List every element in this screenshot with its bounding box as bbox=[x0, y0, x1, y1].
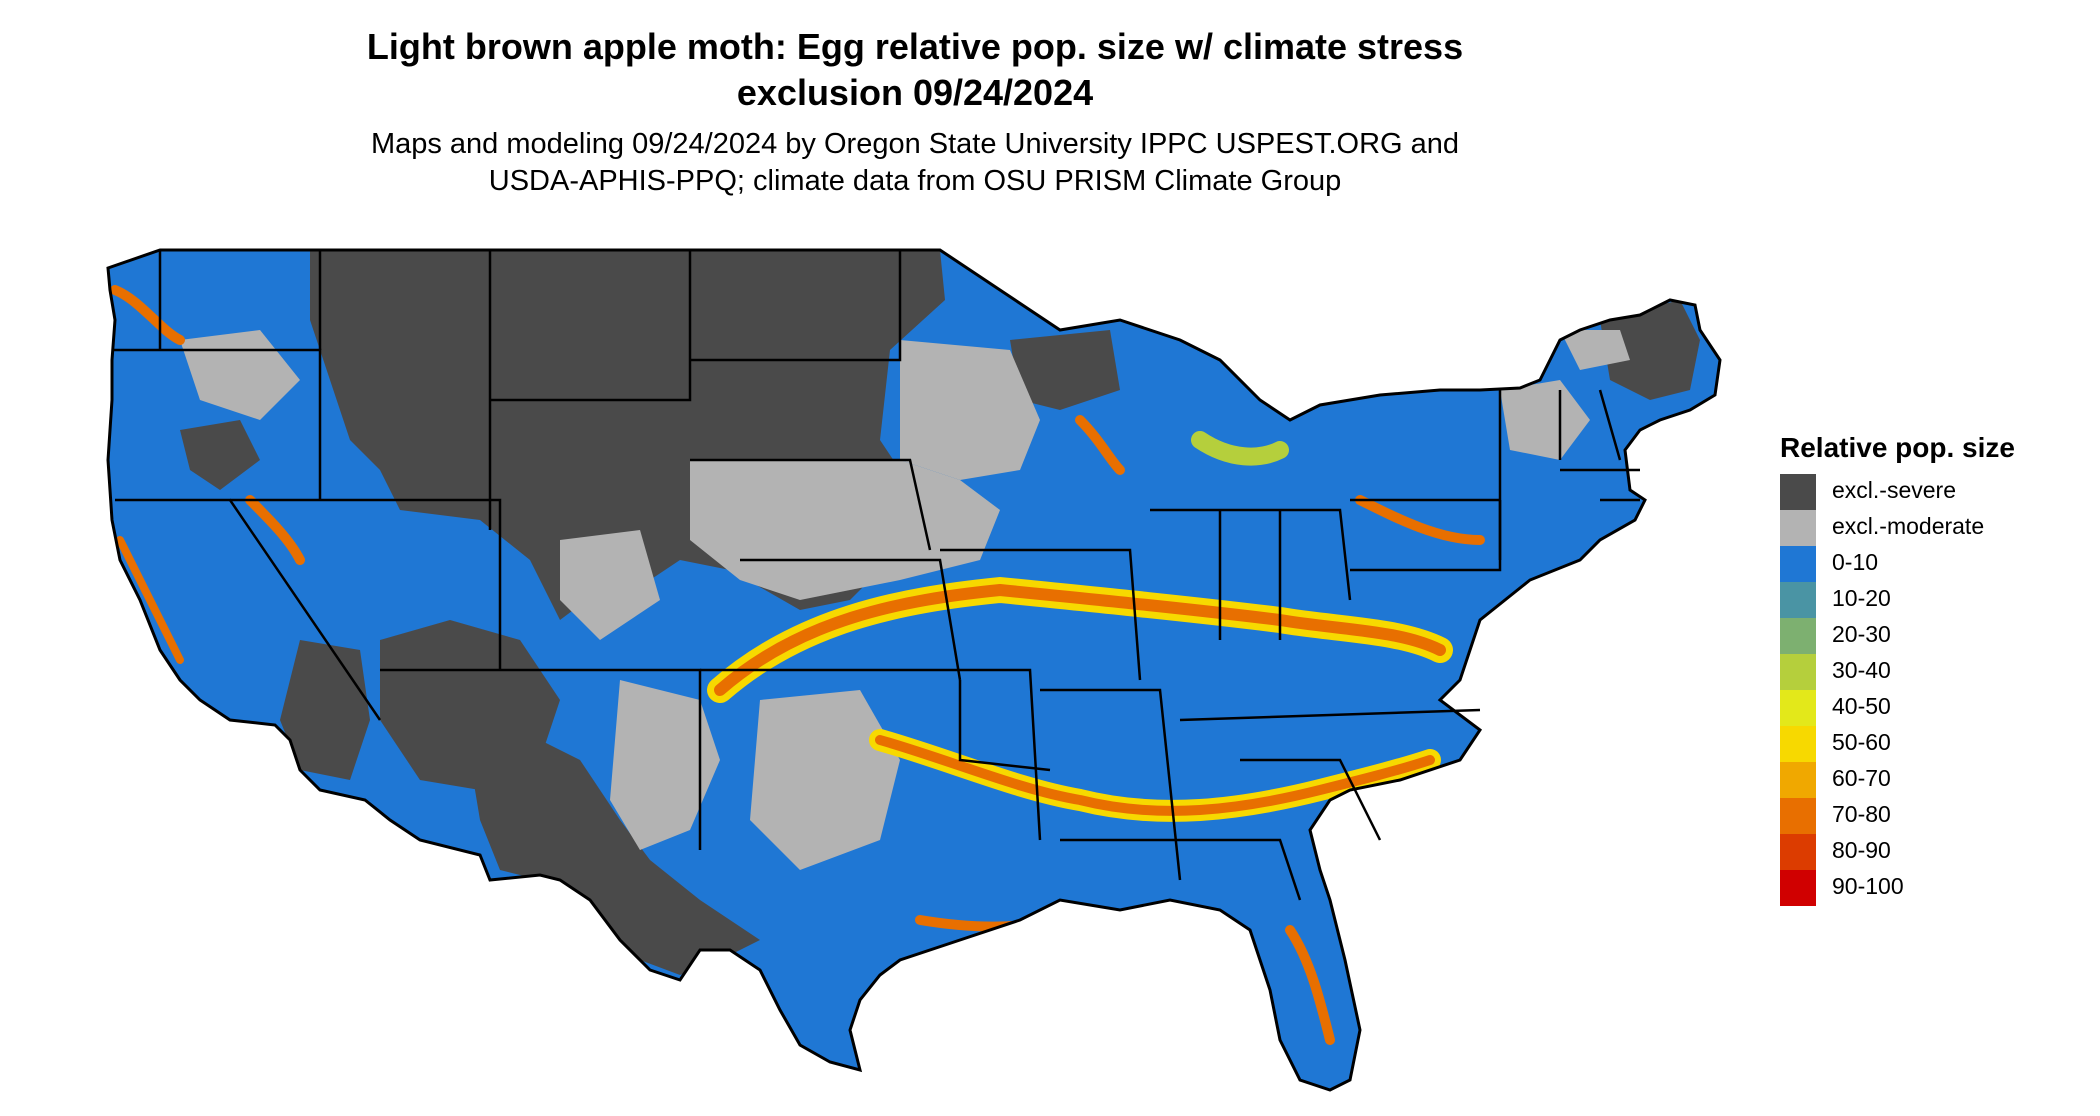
zone-moderate-new-mexico bbox=[610, 680, 720, 850]
boundary bbox=[1150, 508, 1352, 601]
zone-moderate-new-york bbox=[1500, 380, 1590, 460]
map-subtitle: Maps and modeling 09/24/2024 by Oregon S… bbox=[0, 126, 1830, 200]
band-pennsylvania bbox=[1355, 495, 1485, 545]
legend-label: 90-100 bbox=[1832, 873, 1904, 899]
legend-label: excl.-moderate bbox=[1832, 513, 1985, 539]
zone-severe-nevada bbox=[280, 640, 370, 780]
legend-swatch bbox=[1780, 726, 1816, 762]
boundary bbox=[700, 668, 1042, 841]
band-california bbox=[116, 536, 184, 664]
band-washington bbox=[110, 285, 185, 345]
legend-label: 40-50 bbox=[1832, 693, 1891, 719]
suitability-layers bbox=[110, 250, 1700, 1045]
boundary bbox=[740, 558, 962, 681]
zone-moderate-vermont bbox=[1560, 330, 1630, 370]
legend-label: 10-20 bbox=[1832, 585, 1891, 611]
subtitle-line-2: USDA-APHIS-PPQ; climate data from OSU PR… bbox=[488, 165, 1342, 197]
boundary bbox=[1060, 838, 1302, 901]
legend-swatch bbox=[1780, 798, 1816, 834]
legend-label: 20-30 bbox=[1832, 621, 1891, 647]
band-wisconsin bbox=[1075, 415, 1125, 475]
zone-moderate-idaho bbox=[180, 330, 300, 420]
legend-label: 30-40 bbox=[1832, 657, 1891, 683]
boundary bbox=[940, 548, 1142, 681]
band-central-orange bbox=[714, 584, 1446, 696]
boundary bbox=[1240, 758, 1382, 841]
zone-moderate-minnesota bbox=[900, 340, 1040, 480]
boundary bbox=[1218, 510, 1282, 640]
boundary bbox=[230, 498, 502, 670]
band-nevada bbox=[245, 495, 305, 565]
boundary bbox=[1560, 468, 1640, 502]
boundary bbox=[690, 458, 932, 551]
legend-swatch bbox=[1780, 870, 1816, 906]
legend-label: 70-80 bbox=[1832, 801, 1891, 827]
boundary bbox=[1350, 390, 1502, 560]
zone-severe-oregon bbox=[180, 420, 260, 490]
boundary bbox=[490, 250, 692, 402]
zone-severe-maine bbox=[1600, 300, 1700, 400]
zone-moderate-plains bbox=[690, 460, 1000, 600]
state-boundaries bbox=[112, 250, 1640, 901]
boundary bbox=[318, 250, 492, 530]
zone-severe-texas bbox=[470, 730, 760, 975]
legend-swatch bbox=[1780, 474, 1816, 510]
title-line-2: exclusion 09/24/2024 bbox=[736, 72, 1094, 113]
boundary bbox=[958, 680, 1051, 772]
legend-label: 60-70 bbox=[1832, 765, 1891, 791]
legend-title: Relative pop. size bbox=[1780, 432, 2015, 463]
zone-moderate-colorado bbox=[560, 530, 660, 640]
legend-label: excl.-severe bbox=[1832, 477, 1956, 503]
us-map bbox=[106, 248, 1722, 1092]
zone-severe-southwest bbox=[380, 620, 560, 790]
map-title: Light brown apple moth: Egg relative pop… bbox=[0, 24, 1830, 116]
band-south-orange bbox=[875, 735, 1435, 816]
legend-swatch bbox=[1780, 510, 1816, 546]
legend-swatch bbox=[1780, 690, 1816, 726]
legend-label: 50-60 bbox=[1832, 729, 1891, 755]
legend-swatch bbox=[1780, 654, 1816, 690]
legend-swatch bbox=[1780, 762, 1816, 798]
boundary bbox=[1179, 708, 1481, 722]
legend-label: 0-10 bbox=[1832, 549, 1879, 575]
legend-swatch bbox=[1780, 582, 1816, 618]
legend-label: 80-90 bbox=[1832, 837, 1891, 863]
zone-moderate-texas bbox=[750, 690, 900, 870]
title-line-1: Light brown apple moth: Egg relative pop… bbox=[366, 26, 1464, 67]
legend-swatch bbox=[1780, 834, 1816, 870]
band-michigan bbox=[1191, 431, 1289, 466]
boundary bbox=[1558, 389, 1622, 461]
boundary bbox=[1040, 688, 1182, 881]
legend-swatch bbox=[1780, 618, 1816, 654]
band-florida bbox=[1285, 925, 1335, 1045]
subtitle-line-1: Maps and modeling 09/24/2024 by Oregon S… bbox=[370, 128, 1460, 160]
boundary bbox=[690, 250, 902, 362]
zone-severe-upper-midwest bbox=[1010, 330, 1120, 410]
legend-swatch bbox=[1780, 546, 1816, 582]
